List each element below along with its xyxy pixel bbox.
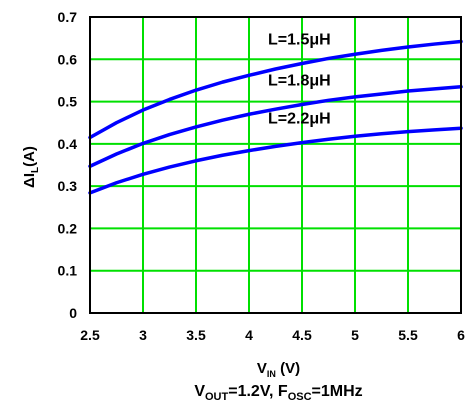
series-labels: L=1.5μH L=1.8μH L=2.2μH bbox=[268, 32, 331, 128]
grid-lines bbox=[89, 16, 462, 314]
x-tick-label: 3 bbox=[139, 327, 147, 343]
series-line-3 bbox=[88, 126, 463, 195]
series-label-2: L=1.8μH bbox=[268, 72, 331, 89]
chart-caption: VOUT=1.2V, FOSC=1MHz bbox=[194, 383, 362, 403]
tick-labels: 2.5 3 3.5 4 4.5 5 5.5 6 0 0.1 0.2 0.3 0.4 0.5 0.6 0.7 bbox=[58, 9, 466, 343]
x-tick-label: 6 bbox=[457, 327, 465, 343]
y-tick-label: 0 bbox=[69, 305, 77, 321]
x-tick-label: 4 bbox=[245, 327, 253, 343]
y-tick-label: 0.6 bbox=[58, 51, 78, 67]
series-line-1 bbox=[88, 39, 463, 140]
y-tick-label: 0.7 bbox=[58, 9, 78, 25]
x-tick-label: 5.5 bbox=[398, 327, 418, 343]
y-tick-label: 0.5 bbox=[58, 94, 78, 110]
y-tick-label: 0.3 bbox=[58, 178, 78, 194]
y-tick-label: 0.1 bbox=[58, 263, 78, 279]
x-tick-label: 5 bbox=[351, 327, 359, 343]
x-axis-label: VIN (V) bbox=[257, 360, 300, 379]
y-axis-label: ΔIL(A) bbox=[21, 146, 41, 188]
x-tick-label: 2.5 bbox=[80, 327, 100, 343]
series-lines bbox=[88, 39, 463, 195]
plot-frame bbox=[89, 16, 462, 314]
x-tick-label: 4.5 bbox=[292, 327, 312, 343]
x-tick-label: 3.5 bbox=[186, 327, 206, 343]
y-tick-label: 0.4 bbox=[58, 136, 78, 152]
y-tick-label: 0.2 bbox=[58, 220, 78, 236]
series-line-2 bbox=[88, 85, 463, 169]
series-label-3: L=2.2μH bbox=[268, 110, 331, 127]
series-label-1: L=1.5μH bbox=[268, 32, 331, 49]
